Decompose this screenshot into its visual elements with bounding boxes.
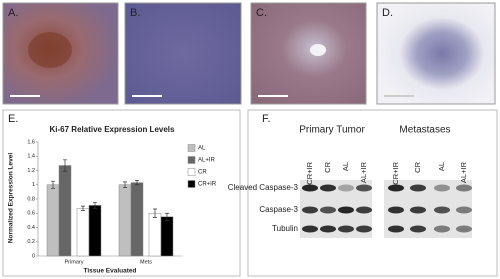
- y-tick-label: 0.4: [27, 225, 35, 231]
- bar: [130, 182, 144, 257]
- error-bar: [81, 205, 85, 211]
- bar: [118, 184, 132, 257]
- panel-label: B.: [130, 7, 140, 19]
- band: [434, 184, 450, 192]
- chart-title: Ki-67 Relative Expression Levels: [50, 125, 176, 134]
- band: [388, 206, 404, 214]
- error-bar: [123, 181, 127, 188]
- y-tick-label: 1.4: [27, 154, 35, 160]
- micrograph: [124, 2, 242, 105]
- band: [434, 225, 450, 233]
- error-bar: [165, 212, 169, 221]
- band: [388, 225, 404, 233]
- image-panels: [2, 2, 496, 105]
- x-tick-label: Mets: [140, 259, 152, 265]
- panel-label: C.: [256, 7, 267, 19]
- lane-label: AL: [341, 162, 350, 171]
- panel-label: D.: [382, 7, 393, 19]
- lane-label: CR+IR: [391, 161, 400, 184]
- stain-region: [28, 32, 72, 68]
- bar: [58, 165, 72, 257]
- group-label: Metastases: [399, 125, 450, 136]
- band: [410, 225, 426, 233]
- band: [338, 206, 354, 214]
- error-bar: [51, 180, 55, 189]
- legend-swatch: [187, 144, 196, 152]
- y-tick-label: 0: [32, 253, 35, 259]
- x-tick-label: Primary: [65, 259, 84, 265]
- bar: [46, 184, 60, 257]
- lane-label: AL: [437, 162, 446, 171]
- y-tick-label: 0.6: [27, 211, 35, 217]
- band: [356, 225, 372, 233]
- band: [302, 206, 318, 214]
- y-tick-label: 1.6: [27, 139, 35, 145]
- band: [356, 184, 372, 192]
- bar: [148, 213, 162, 257]
- bar: [76, 208, 90, 257]
- band: [338, 225, 354, 233]
- bar: [88, 205, 102, 257]
- y-tick-label: 1.2: [27, 168, 35, 174]
- band: [456, 225, 472, 233]
- vessel: [310, 44, 326, 56]
- panel-label: A.: [8, 7, 18, 19]
- band: [456, 206, 472, 214]
- band: [434, 206, 450, 214]
- row-label: Tubulin: [272, 224, 298, 233]
- legend-swatch: [187, 180, 196, 188]
- x-axis-title: Tissue Evaluated: [84, 268, 137, 275]
- band: [302, 184, 318, 192]
- band: [320, 206, 336, 214]
- lane-label: AL+IR: [459, 161, 468, 183]
- band: [302, 225, 318, 233]
- bar: [160, 216, 174, 257]
- row-label: Caspase-3: [259, 205, 298, 214]
- legend-label: CR: [198, 170, 207, 176]
- row-label: Cleaved Caspase-3: [228, 183, 299, 192]
- micrograph: [250, 2, 367, 105]
- legend-label: AL+IR: [198, 158, 216, 164]
- band: [320, 184, 336, 192]
- group-label: Primary Tumor: [299, 125, 365, 136]
- band: [410, 206, 426, 214]
- legend-swatch: [187, 156, 196, 164]
- band: [456, 184, 472, 192]
- error-bar: [93, 202, 97, 209]
- legend-label: CR+IR: [198, 182, 217, 188]
- chart: 0 0.2 0.4 0.6 0.8 1 1.2 1.4 1.6 Primary Mets AL AL+I…: [27, 139, 216, 265]
- band: [388, 184, 404, 192]
- y-axis-title: Normalized Expression Level: [8, 153, 15, 244]
- band: [410, 184, 426, 192]
- error-bar: [63, 159, 67, 172]
- y-tick-label: 1: [32, 182, 35, 188]
- blot: CR+IR CR AL AL+IR CR+IR CR AL AL+IR: [300, 161, 472, 238]
- y-tick-label: 0.2: [27, 239, 35, 245]
- y-tick-label: 0.8: [27, 196, 35, 202]
- band: [338, 184, 354, 192]
- error-bar: [153, 208, 157, 218]
- error-bar: [135, 180, 139, 186]
- band: [356, 206, 372, 214]
- band: [320, 225, 336, 233]
- lane-label: CR: [323, 161, 332, 172]
- lane-label: CR+IR: [305, 161, 314, 184]
- legend-swatch: [187, 168, 196, 176]
- panel-label: E.: [8, 113, 18, 125]
- lane-label: AL+IR: [359, 161, 368, 183]
- panel-label: F.: [262, 113, 271, 125]
- lane-label: CR: [413, 161, 422, 172]
- legend-label: AL: [198, 146, 206, 152]
- micrograph: [376, 2, 496, 105]
